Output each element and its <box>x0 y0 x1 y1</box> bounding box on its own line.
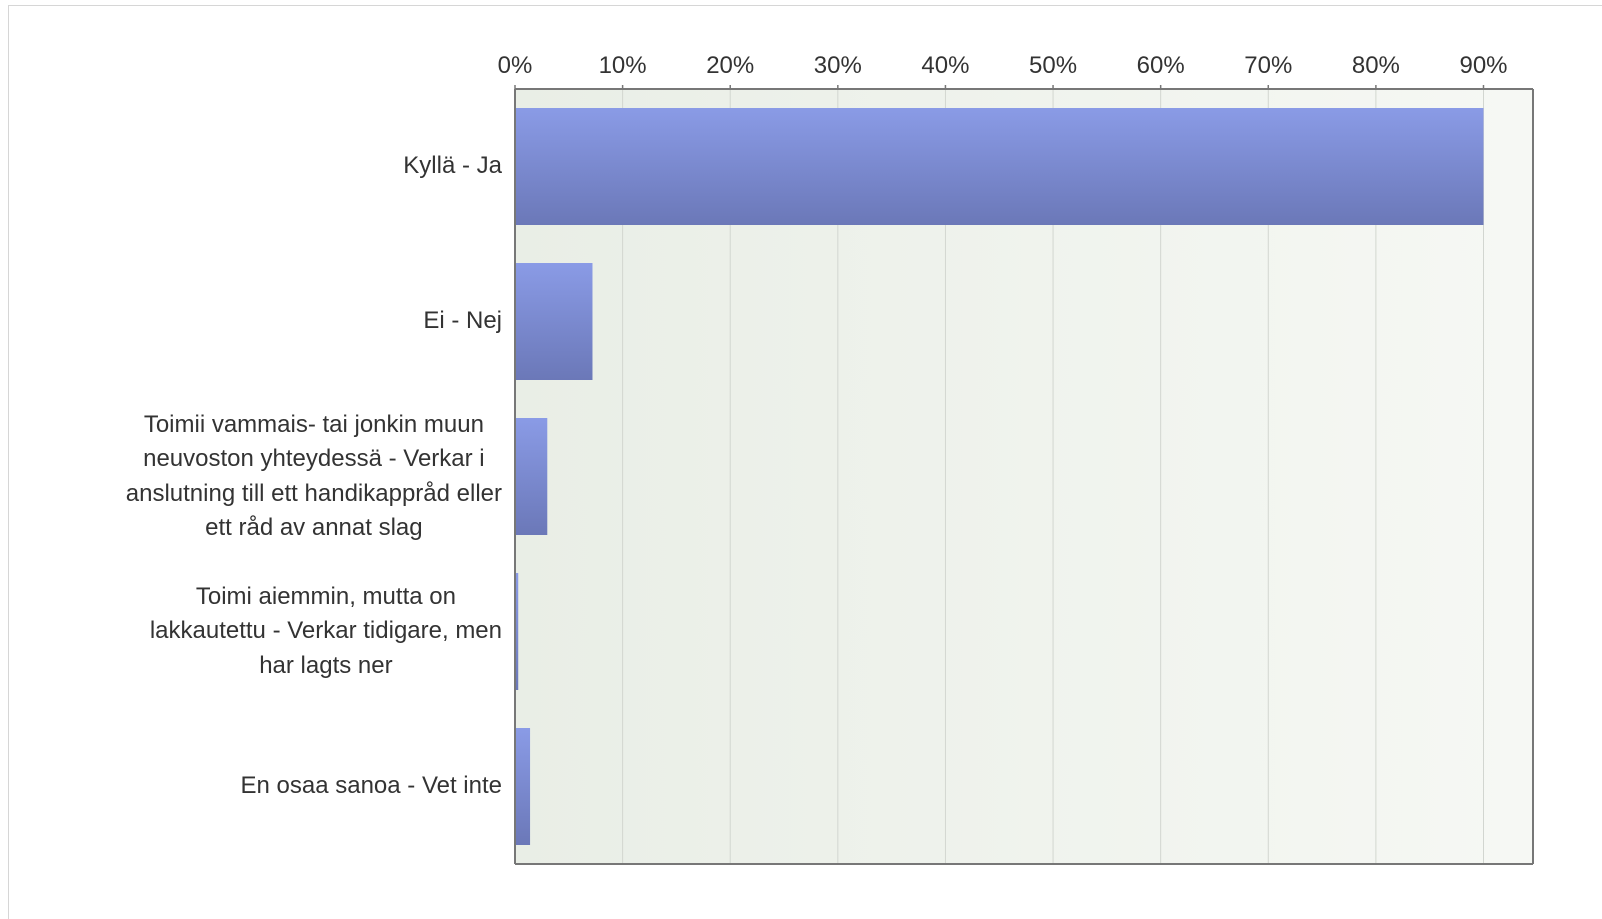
axes <box>514 88 1534 865</box>
bars <box>515 108 1484 845</box>
category-label-line: En osaa sanoa - Vet inte <box>240 772 502 800</box>
category-label-text: Kyllä - Ja <box>403 149 502 184</box>
category-label-5: En osaa sanoa - Vet inte <box>40 767 502 806</box>
category-label-line: har lagts ner <box>259 651 393 679</box>
x-tick-label: 40% <box>921 52 969 79</box>
category-label-line: Kyllä - Ja <box>403 152 502 180</box>
category-label-2: Ei - Nej <box>40 302 502 341</box>
bar-1 <box>515 108 1484 225</box>
chart-frame <box>8 5 1602 919</box>
x-tick-label: 50% <box>1029 52 1077 79</box>
category-label-line: Ei - Nej <box>423 307 502 335</box>
category-label-3: Toimii vammais- tai jonkin muun neuvoston… <box>40 406 502 548</box>
category-label-line: Toimi aiemmin, mutta on <box>195 582 456 610</box>
category-label-4: Toimi aiemmin, mutta on lakkautettu - Ver… <box>40 578 502 686</box>
bar-5 <box>515 728 531 845</box>
x-tick-label: 20% <box>706 52 754 79</box>
category-label-1: Kyllä - Ja <box>40 147 502 186</box>
bar-4 <box>515 573 519 690</box>
x-tick-label: 70% <box>1244 52 1292 79</box>
category-label-line: ett råd av annat slag <box>205 514 423 541</box>
category-label-line: Toimii vammais- tai jonkin muun <box>143 410 484 438</box>
category-label-line: lakkautettu - Verkar tidigare, men <box>149 617 502 645</box>
x-tick-labels: 0% 10% 20% 30% 40% 50% 60% 70% 80% 90% <box>498 52 1508 89</box>
category-label-text: En osaa sanoa - Vet inte <box>240 769 502 804</box>
x-tick-label: 30% <box>814 52 862 79</box>
bar-3 <box>515 418 548 535</box>
x-tick-label: 60% <box>1137 52 1185 79</box>
category-label-line: anslutning till ett handikappråd eller <box>125 479 502 507</box>
x-tick-label: 80% <box>1352 52 1400 79</box>
x-tick-label: 90% <box>1459 52 1507 79</box>
category-label-line: neuvoston yhteydessä - Verkar i <box>143 445 485 472</box>
category-label-text: Toimii vammais- tai jonkin muun neuvoston… <box>126 408 502 546</box>
x-tick-label: 0% <box>498 52 533 79</box>
x-tick-label: 10% <box>599 52 647 79</box>
category-label-text: Toimi aiemmin, mutta on lakkautettu - Ver… <box>150 580 502 684</box>
category-label-text: Ei - Nej <box>423 304 502 339</box>
bar-2 <box>515 263 593 380</box>
